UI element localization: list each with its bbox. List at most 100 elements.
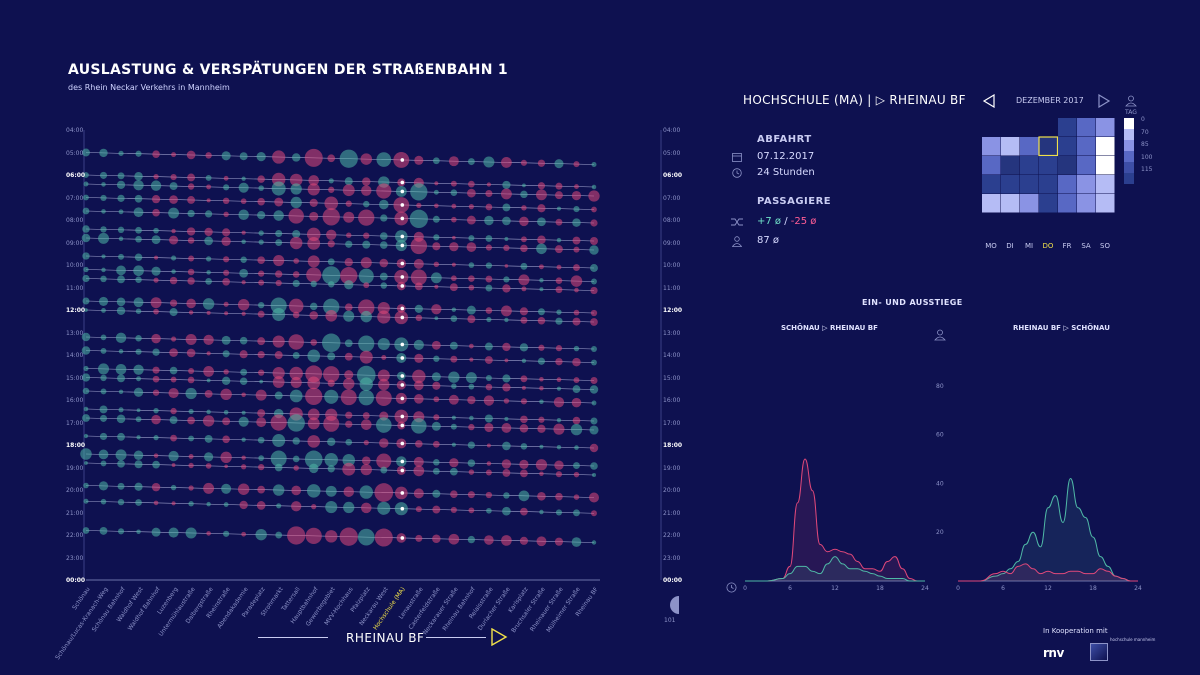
stop-load-mark xyxy=(467,315,476,324)
stop-load-mark xyxy=(170,484,177,491)
trip-line xyxy=(85,350,595,363)
stop-load-mark xyxy=(380,282,388,289)
stop-load-mark xyxy=(83,433,89,439)
stop-load-mark xyxy=(307,349,321,363)
stop-load-mark xyxy=(206,409,211,415)
time-tick-right: 15:00 xyxy=(663,374,681,382)
stop-load-mark xyxy=(100,226,107,233)
stop-load-mark xyxy=(272,484,285,496)
stop-load-mark xyxy=(135,334,142,342)
prev-month-icon[interactable] xyxy=(982,94,996,108)
time-tick-right: 13:00 xyxy=(663,329,681,337)
highlight-stop-mark xyxy=(400,414,405,419)
legend-value: 0 xyxy=(1141,116,1145,123)
stop-load-mark xyxy=(188,485,194,491)
stop-load-mark xyxy=(468,203,474,210)
time-tick-left: 18:00 xyxy=(66,442,86,449)
stop-load-mark xyxy=(324,453,339,467)
stop-load-mark xyxy=(537,159,546,167)
stop-load-mark xyxy=(305,365,323,383)
next-month-icon[interactable] xyxy=(1097,94,1111,108)
stop-load-mark xyxy=(415,506,422,513)
stop-load-mark xyxy=(379,232,388,240)
legend-value: 115 xyxy=(1141,166,1153,173)
stop-load-mark xyxy=(433,396,440,403)
stop-load-mark xyxy=(204,452,214,462)
stop-load-mark xyxy=(223,211,229,217)
stop-load-mark xyxy=(344,177,353,186)
hs-logo-icon[interactable] xyxy=(1090,643,1108,661)
stop-load-mark xyxy=(83,181,89,187)
calendar-day-cell xyxy=(1038,136,1059,157)
stop-load-mark xyxy=(135,276,142,283)
timeline-chart[interactable] xyxy=(60,120,680,620)
stop-load-mark xyxy=(468,469,475,475)
calendar-icon xyxy=(732,153,742,162)
direction-line-left xyxy=(258,637,328,638)
stop-load-mark xyxy=(237,299,250,311)
stop-load-mark xyxy=(241,230,246,235)
time-tick-right: 10:00 xyxy=(663,262,681,269)
stop-load-mark xyxy=(467,491,475,499)
stop-load-mark xyxy=(539,376,544,382)
stop-load-mark xyxy=(328,178,334,184)
stop-load-mark xyxy=(169,276,178,285)
x-tick-label: 24 xyxy=(921,585,929,592)
stop-load-mark xyxy=(554,537,564,546)
stop-load-mark xyxy=(117,275,125,284)
stop-load-mark xyxy=(98,296,109,306)
stop-load-mark xyxy=(306,484,321,498)
rnv-logo[interactable]: rnv xyxy=(1043,646,1064,660)
stop-load-mark xyxy=(292,279,300,288)
stop-load-mark xyxy=(171,501,176,506)
weekday-label: DO xyxy=(1042,242,1054,250)
stop-load-mark xyxy=(326,229,337,240)
stop-load-mark xyxy=(239,268,249,278)
series-line xyxy=(958,563,1138,582)
stop-load-mark xyxy=(224,464,228,469)
time-tick-right: 22:00 xyxy=(663,532,681,539)
stop-load-mark xyxy=(521,358,527,364)
stop-load-mark xyxy=(203,334,214,346)
highlight-stop-mark xyxy=(400,306,405,311)
x-tick-label: 0 xyxy=(956,585,960,592)
stop-load-mark xyxy=(307,183,320,196)
stop-load-mark xyxy=(486,182,492,187)
time-tick-right: 19:00 xyxy=(663,464,681,472)
stop-load-mark xyxy=(240,256,247,263)
stop-load-mark xyxy=(466,305,476,315)
direction-play-icon[interactable] xyxy=(490,628,508,646)
stop-load-mark xyxy=(468,275,475,282)
ein-aus-charts[interactable]: 0 6 12 18 24 0 6 12 18 24 20 40 60 80 xyxy=(720,350,1160,600)
x-tick-label: 6 xyxy=(788,585,792,592)
stop-load-mark xyxy=(134,460,143,469)
stop-load-mark xyxy=(358,389,374,406)
calendar-day-cell xyxy=(1077,194,1096,213)
stop-load-mark xyxy=(101,308,106,313)
stop-load-mark xyxy=(152,460,160,469)
stop-load-mark xyxy=(556,386,562,391)
stop-load-mark xyxy=(307,435,321,448)
stop-load-mark xyxy=(83,406,89,412)
stop-load-mark xyxy=(433,189,439,195)
stop-load-mark xyxy=(290,376,302,389)
stop-load-mark xyxy=(504,358,509,363)
stop-load-mark xyxy=(340,267,358,285)
stop-load-mark xyxy=(450,506,457,514)
stop-load-mark xyxy=(202,415,215,427)
stop-load-mark xyxy=(238,416,249,427)
highlight-stop-mark xyxy=(400,536,405,540)
stop-load-mark xyxy=(270,414,287,431)
passagiere-count: 87 ø xyxy=(757,235,780,246)
calendar-grid[interactable] xyxy=(982,118,1117,214)
time-tick-left: 07:00 xyxy=(66,194,84,202)
stop-load-mark xyxy=(276,503,282,509)
calendar-day-cell xyxy=(1058,118,1077,137)
highlight-stop-mark xyxy=(400,180,405,185)
stop-load-mark xyxy=(241,437,246,442)
stop-load-mark xyxy=(322,208,340,226)
corner-half-circle-icon xyxy=(670,596,679,614)
stop-load-mark xyxy=(206,501,211,507)
calendar-day-cell xyxy=(1039,156,1058,175)
trip-line xyxy=(85,300,595,314)
